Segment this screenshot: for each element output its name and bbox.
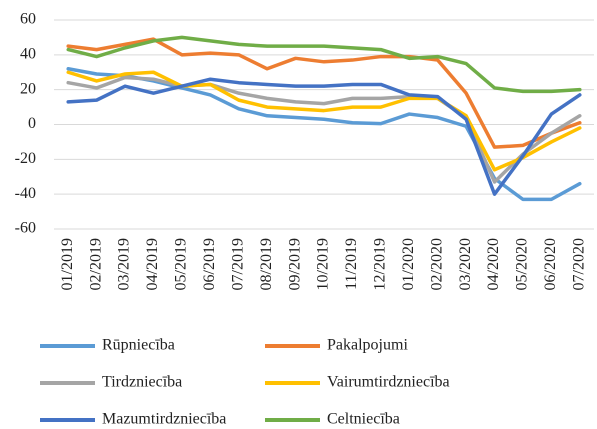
series-line — [66, 70, 582, 172]
x-tick-label: 09/2019 — [286, 238, 303, 290]
y-tick-label: 0 — [28, 115, 36, 132]
legend-label: Vairumtirdzniecība — [327, 374, 450, 391]
x-tick-label: 04/2019 — [144, 238, 161, 290]
series-line — [66, 37, 582, 149]
x-tick-label: 05/2019 — [173, 238, 190, 290]
series-line — [66, 77, 582, 196]
series-line — [66, 75, 582, 184]
legend-label: Rūpniecība — [102, 337, 175, 354]
x-tick-label: 11/2019 — [343, 238, 360, 290]
series-line — [66, 35, 582, 94]
legend-label: Tirdzniecība — [102, 374, 182, 391]
x-tick-label: 01/2019 — [59, 238, 76, 290]
y-tick-label: -60 — [15, 220, 36, 237]
y-tick-label: 60 — [20, 11, 36, 28]
x-tick-label: 06/2020 — [542, 238, 559, 290]
x-tick-label: 06/2019 — [201, 238, 218, 290]
x-tick-label: 05/2020 — [514, 238, 531, 290]
y-tick-label: 20 — [20, 80, 36, 97]
x-tick-label: 07/2020 — [570, 238, 587, 290]
legend-label: Celtniecība — [327, 411, 400, 428]
x-tick-label: 02/2020 — [428, 238, 445, 290]
legend-label: Pakalpojumi — [327, 337, 408, 354]
y-tick-label: -40 — [15, 185, 36, 202]
x-tick-label: 08/2019 — [258, 238, 275, 290]
legend-label: Mazumtirdzniecība — [102, 411, 226, 428]
x-tick-label: 07/2019 — [229, 238, 246, 290]
x-tick-label: 10/2019 — [315, 238, 332, 290]
x-tick-label: 03/2020 — [457, 238, 474, 290]
y-tick-label: 40 — [20, 46, 36, 63]
y-tick-label: -20 — [15, 150, 36, 167]
x-tick-label: 02/2019 — [87, 238, 104, 290]
x-tick-label: 12/2019 — [372, 238, 389, 290]
x-tick-label: 01/2020 — [400, 238, 417, 290]
x-tick-label: 03/2019 — [116, 238, 133, 290]
x-tick-label: 04/2020 — [485, 238, 502, 290]
